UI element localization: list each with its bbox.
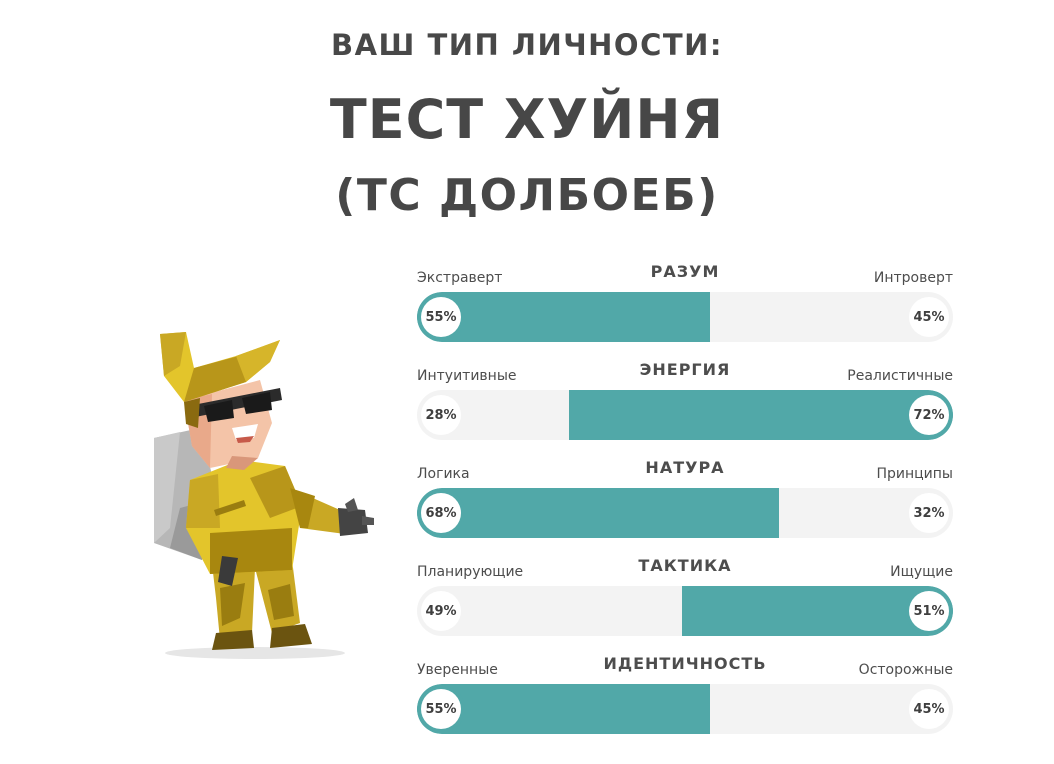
trait-left-label: Интуитивные bbox=[417, 368, 517, 384]
trait-bar-fill bbox=[417, 684, 710, 734]
trait-left-percent: 28% bbox=[421, 395, 461, 435]
trait-left-label: Уверенные bbox=[417, 662, 498, 678]
trait-right-percent: 51% bbox=[909, 591, 949, 631]
trait-right-percent: 45% bbox=[909, 689, 949, 729]
trait-name: ИДЕНТИЧНОСТЬ bbox=[603, 654, 767, 673]
trait-right-percent: 32% bbox=[909, 493, 949, 533]
trait-bar-fill bbox=[417, 488, 779, 538]
trait-name: РАЗУМ bbox=[650, 262, 720, 281]
trait-name: ЭНЕРГИЯ bbox=[639, 360, 731, 379]
trait-right-percent: 45% bbox=[909, 297, 949, 337]
page-subtitle: ВАШ ТИП ЛИЧНОСТИ: bbox=[330, 28, 724, 62]
trait-left-percent: 55% bbox=[421, 689, 461, 729]
trait-right-label: Ищущие bbox=[890, 564, 953, 580]
trait-bar: 55% 45% bbox=[417, 292, 953, 342]
trait-bar: 55% 45% bbox=[417, 684, 953, 734]
trait-left-label: Экстраверт bbox=[417, 270, 503, 286]
trait-row: РАЗУМ Экстраверт Интроверт 55% 45% bbox=[417, 258, 953, 342]
trait-left-label: Планирующие bbox=[417, 564, 524, 580]
trait-right-percent: 72% bbox=[909, 395, 949, 435]
trait-name: НАТУРА bbox=[645, 458, 725, 477]
trait-left-percent: 68% bbox=[421, 493, 461, 533]
trait-left-label: Логика bbox=[417, 466, 470, 482]
trait-right-label: Принципы bbox=[876, 466, 953, 482]
trait-bar: 49% 51% bbox=[417, 586, 953, 636]
trait-left-percent: 49% bbox=[421, 591, 461, 631]
type-code: (ТС ДОЛБОЕБ) bbox=[335, 170, 719, 221]
trait-row: НАТУРА Логика Принципы 68% 32% bbox=[417, 454, 953, 538]
trait-row: ЭНЕРГИЯ Интуитивные Реалистичные 28% 72% bbox=[417, 356, 953, 440]
trait-right-label: Осторожные bbox=[858, 662, 953, 678]
trait-row: ИДЕНТИЧНОСТЬ Уверенные Осторожные 55% 45… bbox=[417, 650, 953, 734]
trait-name: ТАКТИКА bbox=[638, 556, 732, 575]
trait-right-label: Интроверт bbox=[873, 270, 953, 286]
trait-row: ТАКТИКА Планирующие Ищущие 49% 51% bbox=[417, 552, 953, 636]
trait-right-label: Реалистичные bbox=[847, 368, 953, 384]
page-title: ТЕСТ ХУЙНЯ bbox=[329, 88, 725, 151]
trait-bar: 68% 32% bbox=[417, 488, 953, 538]
character-illustration bbox=[140, 328, 390, 668]
trait-left-percent: 55% bbox=[421, 297, 461, 337]
sunglasses-adventurer-illustration bbox=[154, 332, 374, 659]
trait-bar: 28% 72% bbox=[417, 390, 953, 440]
trait-bar-fill bbox=[682, 586, 953, 636]
trait-bar-fill bbox=[417, 292, 710, 342]
trait-bar-fill bbox=[569, 390, 953, 440]
